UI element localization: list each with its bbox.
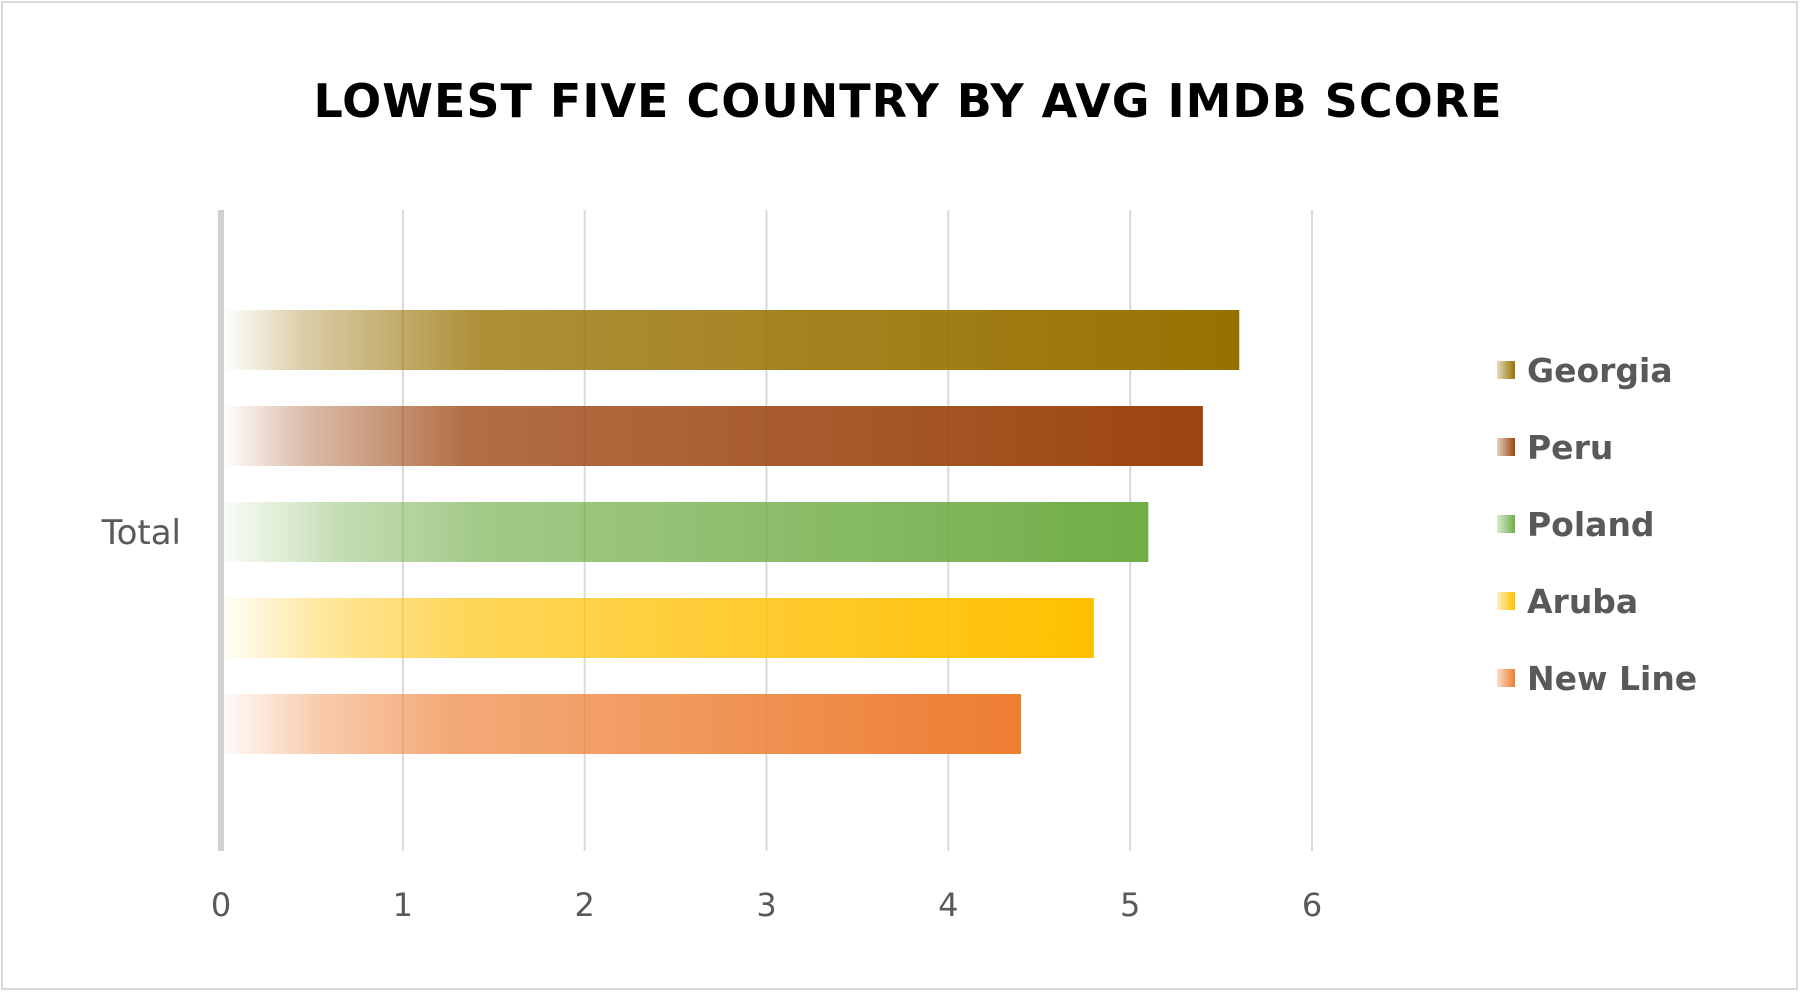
x-tick-label: 1 xyxy=(393,886,413,924)
category-label: Total xyxy=(101,513,181,553)
x-axis-tick-labels: 0 1 2 3 4 5 6 xyxy=(211,886,1322,924)
legend-label: Peru xyxy=(1527,428,1613,467)
legend-swatch xyxy=(1497,592,1515,610)
legend-swatch xyxy=(1497,438,1515,456)
bar-poland xyxy=(223,502,1149,562)
legend-label: Poland xyxy=(1527,505,1655,544)
bar-georgia xyxy=(223,310,1240,370)
x-tick-label: 4 xyxy=(938,886,958,924)
legend-label: New Line xyxy=(1527,659,1697,698)
x-tick-label: 0 xyxy=(211,886,231,924)
legend-swatch xyxy=(1497,669,1515,687)
y-axis-category-labels: Total xyxy=(101,513,181,553)
bar-new-line xyxy=(223,694,1022,754)
legend-swatch xyxy=(1497,515,1515,533)
x-tick-label: 5 xyxy=(1120,886,1140,924)
bar-aruba xyxy=(223,598,1094,658)
x-tick-label: 2 xyxy=(574,886,594,924)
legend-swatch xyxy=(1497,361,1515,379)
chart-title: LOWEST FIVE COUNTRY BY AVG IMDB SCORE xyxy=(313,74,1502,128)
legend-label: Aruba xyxy=(1527,582,1638,621)
x-tick-label: 3 xyxy=(756,886,776,924)
bar-chart: LOWEST FIVE COUNTRY BY AVG IMDB SCORE 0 1… xyxy=(101,74,1698,924)
bars xyxy=(223,310,1240,754)
bar-peru xyxy=(223,406,1203,466)
legend: Georgia Peru Poland Aruba New Line xyxy=(1497,351,1697,698)
legend-label: Georgia xyxy=(1527,351,1673,390)
x-tick-label: 6 xyxy=(1302,886,1322,924)
